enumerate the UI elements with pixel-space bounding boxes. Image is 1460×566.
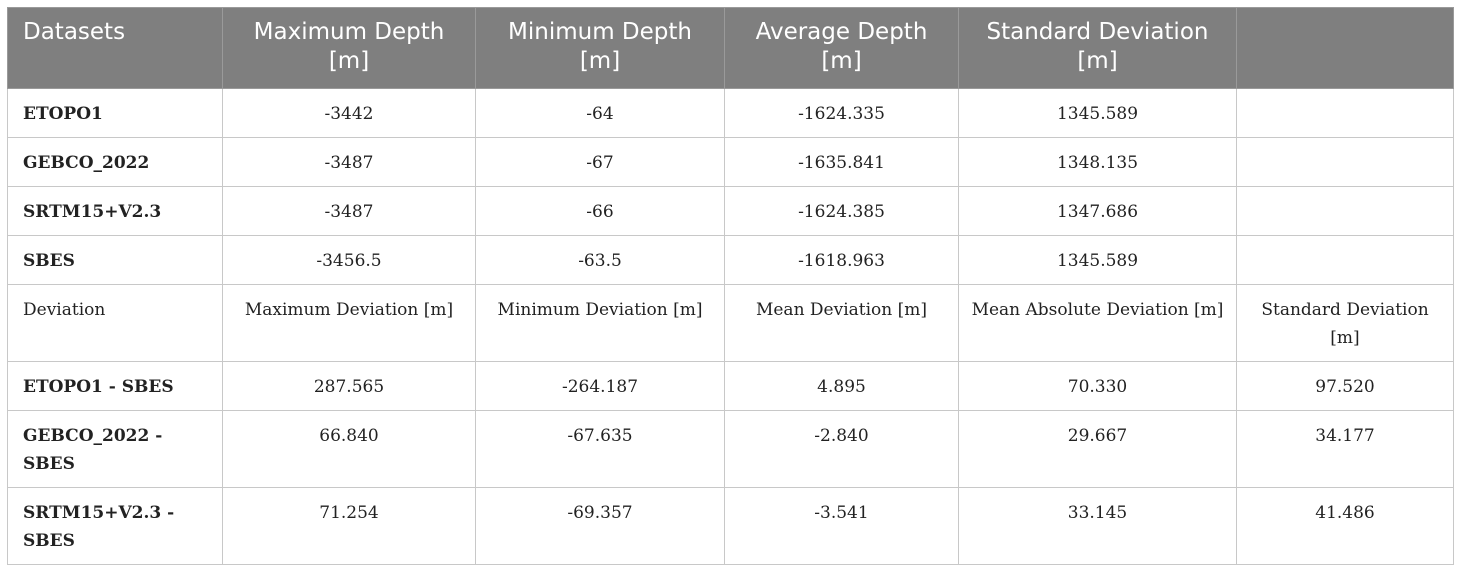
table-row: SRTM15+V2.3 -3487 -66 -1624.385 1347.686 xyxy=(7,186,1454,236)
subheader-mean-absolute-deviation: Mean Absolute Deviation [m] xyxy=(958,284,1237,362)
subheader-deviation: Deviation xyxy=(7,284,223,362)
empty-cell xyxy=(1236,186,1454,236)
dataset-name: GEBCO_2022 xyxy=(7,137,223,187)
deviation-name: SRTM15+V2.3 - SBES xyxy=(7,487,223,565)
std-dev-cell: 1345.589 xyxy=(958,235,1237,285)
mean-absolute-deviation-cell: 29.667 xyxy=(958,410,1237,488)
min-deviation-cell: -69.357 xyxy=(475,487,725,565)
max-depth-cell: -3456.5 xyxy=(222,235,476,285)
dataset-name: SRTM15+V2.3 xyxy=(7,186,223,236)
table-row: ETOPO1 -3442 -64 -1624.335 1345.589 xyxy=(7,88,1454,138)
table-row: GEBCO_2022 -3487 -67 -1635.841 1348.135 xyxy=(7,137,1454,187)
std-dev-cell: 1348.135 xyxy=(958,137,1237,187)
header-minimum-depth: Minimum Depth [m] xyxy=(475,7,725,89)
mean-deviation-cell: 4.895 xyxy=(724,361,959,411)
deviation-subheader-row: Deviation Maximum Deviation [m] Minimum … xyxy=(7,284,1454,362)
deviation-name: GEBCO_2022 - SBES xyxy=(7,410,223,488)
max-depth-cell: -3487 xyxy=(222,186,476,236)
mean-absolute-deviation-cell: 33.145 xyxy=(958,487,1237,565)
dataset-name: ETOPO1 xyxy=(7,88,223,138)
subheader-maximum-deviation: Maximum Deviation [m] xyxy=(222,284,476,362)
std-deviation-cell: 97.520 xyxy=(1236,361,1454,411)
avg-depth-cell: -1635.841 xyxy=(724,137,959,187)
header-datasets: Datasets xyxy=(7,7,223,89)
avg-depth-cell: -1624.335 xyxy=(724,88,959,138)
std-dev-cell: 1347.686 xyxy=(958,186,1237,236)
dataset-name: SBES xyxy=(7,235,223,285)
max-depth-cell: -3487 xyxy=(222,137,476,187)
min-deviation-cell: -264.187 xyxy=(475,361,725,411)
subheader-minimum-deviation: Minimum Deviation [m] xyxy=(475,284,725,362)
std-deviation-cell: 34.177 xyxy=(1236,410,1454,488)
max-deviation-cell: 71.254 xyxy=(222,487,476,565)
max-deviation-cell: 66.840 xyxy=(222,410,476,488)
table-row: GEBCO_2022 - SBES 66.840 -67.635 -2.840 … xyxy=(7,410,1454,488)
empty-cell xyxy=(1236,235,1454,285)
min-deviation-cell: -67.635 xyxy=(475,410,725,488)
bathymetry-comparison-table: Datasets Maximum Depth [m] Minimum Depth… xyxy=(7,7,1454,565)
max-depth-cell: -3442 xyxy=(222,88,476,138)
mean-absolute-deviation-cell: 70.330 xyxy=(958,361,1237,411)
table-row: SRTM15+V2.3 - SBES 71.254 -69.357 -3.541… xyxy=(7,487,1454,565)
min-depth-cell: -64 xyxy=(475,88,725,138)
std-deviation-cell: 41.486 xyxy=(1236,487,1454,565)
avg-depth-cell: -1624.385 xyxy=(724,186,959,236)
std-dev-cell: 1345.589 xyxy=(958,88,1237,138)
header-empty xyxy=(1236,7,1454,89)
avg-depth-cell: -1618.963 xyxy=(724,235,959,285)
min-depth-cell: -67 xyxy=(475,137,725,187)
mean-deviation-cell: -2.840 xyxy=(724,410,959,488)
empty-cell xyxy=(1236,137,1454,187)
table-row: SBES -3456.5 -63.5 -1618.963 1345.589 xyxy=(7,235,1454,285)
min-depth-cell: -66 xyxy=(475,186,725,236)
min-depth-cell: -63.5 xyxy=(475,235,725,285)
table-row: ETOPO1 - SBES 287.565 -264.187 4.895 70.… xyxy=(7,361,1454,411)
subheader-standard-deviation: Standard Deviation [m] xyxy=(1236,284,1454,362)
table-container: Datasets Maximum Depth [m] Minimum Depth… xyxy=(7,7,1454,565)
header-maximum-depth: Maximum Depth [m] xyxy=(222,7,476,89)
deviation-name: ETOPO1 - SBES xyxy=(7,361,223,411)
header-standard-deviation: Standard Deviation [m] xyxy=(958,7,1237,89)
header-average-depth: Average Depth [m] xyxy=(724,7,959,89)
max-deviation-cell: 287.565 xyxy=(222,361,476,411)
subheader-mean-deviation: Mean Deviation [m] xyxy=(724,284,959,362)
header-row: Datasets Maximum Depth [m] Minimum Depth… xyxy=(7,7,1454,89)
empty-cell xyxy=(1236,88,1454,138)
mean-deviation-cell: -3.541 xyxy=(724,487,959,565)
